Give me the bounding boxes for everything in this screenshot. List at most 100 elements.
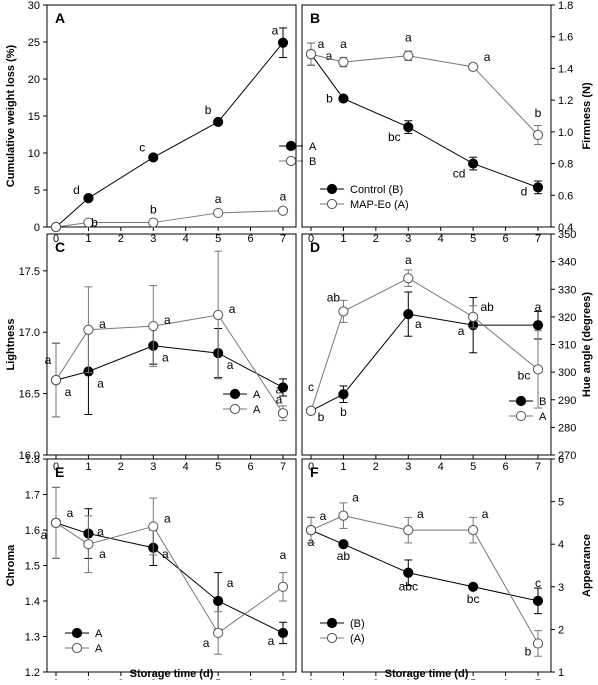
- panel-label: E: [55, 464, 64, 480]
- y-tick-label: 0: [34, 222, 40, 234]
- y-tick-label: 3: [558, 582, 564, 594]
- data-point: [468, 311, 479, 322]
- data-label: d: [521, 184, 528, 198]
- data-point: [403, 525, 414, 536]
- legend: (B) (A): [320, 617, 365, 645]
- legend-marker: [285, 155, 297, 167]
- data-point: [213, 309, 224, 321]
- data-label: a: [415, 317, 422, 331]
- series-line: [310, 53, 539, 188]
- data-label: a: [405, 31, 412, 45]
- plot-frame: [46, 458, 297, 673]
- panel-f: F0 1 2 3 4 5 6 7 1 2 3 4 5 6 Appearance Storage time (d…: [301, 454, 593, 685]
- data-point: [532, 320, 544, 331]
- data-point: [305, 405, 317, 416]
- legend-label: MAP-Eo (A): [350, 199, 409, 211]
- data-point: [532, 595, 544, 606]
- data-label: a: [417, 507, 424, 521]
- data-point: [338, 93, 349, 104]
- legend-marker: [71, 627, 83, 639]
- data-label: c: [535, 576, 541, 590]
- legend-label: A: [95, 643, 103, 655]
- data-label: c: [308, 380, 314, 394]
- x-tick-label: 4: [183, 233, 189, 245]
- y-tick-label: 1.5: [25, 561, 40, 573]
- data-label: a: [97, 377, 104, 391]
- y-axis-label: Appearance: [581, 534, 593, 597]
- data-label: a: [99, 547, 106, 561]
- data-point: [403, 309, 414, 320]
- data-label: b: [340, 405, 347, 419]
- x-tick-label: 4: [183, 461, 189, 473]
- data-label: a: [482, 507, 489, 521]
- data-label: ab: [327, 290, 341, 304]
- data-label: abc: [399, 580, 418, 594]
- plot-frame: [301, 4, 552, 228]
- data-point: [50, 517, 62, 529]
- data-point: [403, 273, 414, 284]
- data-point: [277, 382, 289, 393]
- plot-frame: [301, 233, 552, 456]
- data-label: b: [326, 92, 333, 106]
- panel-c: C0 1 2 3 4 5 6 716.016.517.017.5Lightnessaaaaaa…: [5, 233, 297, 473]
- x-tick-label: 1: [85, 233, 91, 245]
- y-tick-label: 1.0: [558, 127, 573, 139]
- data-point: [403, 122, 414, 133]
- y-tick-label: 1.4: [558, 63, 573, 75]
- data-point: [83, 539, 94, 550]
- x-tick-label: 5: [215, 461, 221, 473]
- x-tick-label: 5: [470, 233, 476, 245]
- data-point: [305, 525, 317, 536]
- data-point: [213, 116, 224, 128]
- y-tick-label: 280: [558, 422, 576, 434]
- y-tick-label: 30: [28, 0, 40, 12]
- panel-label: F: [310, 464, 319, 480]
- data-label: a: [229, 302, 236, 316]
- data-point: [468, 525, 479, 536]
- data-label: b: [535, 106, 542, 120]
- legend: BA: [509, 395, 547, 423]
- y-tick-label: 16.5: [19, 389, 40, 401]
- legend-marker: [229, 403, 241, 415]
- y-axis-label: Firmness (N): [581, 82, 593, 150]
- data-point: [277, 205, 289, 216]
- legend-label: A: [253, 404, 261, 416]
- legend-label: A: [95, 628, 103, 640]
- data-label: d: [73, 183, 80, 197]
- x-tick-label: 2: [373, 461, 379, 473]
- y-tick-label: 270: [558, 450, 576, 462]
- data-point: [403, 567, 414, 578]
- data-label: a: [41, 528, 48, 542]
- legend-marker: [71, 642, 83, 654]
- data-label: a: [203, 636, 210, 650]
- y-tick-label: 310: [558, 340, 576, 352]
- legend-label: (A): [350, 633, 365, 645]
- data-point: [338, 389, 349, 400]
- legend-marker: [285, 140, 297, 152]
- data-point: [338, 539, 349, 550]
- panel-b: B 0 1 2 3 4 5 6 7 0.4 0.6 0.8 1.0 1.2 1.4 1.6 1.8 Firmnes…: [301, 0, 593, 245]
- y-tick-label: 1.2: [25, 667, 40, 679]
- data-point: [277, 37, 289, 48]
- data-label: a: [326, 49, 333, 63]
- legend: AA: [223, 388, 261, 416]
- data-point: [338, 56, 349, 68]
- y-tick-label: 10: [28, 148, 40, 160]
- data-point: [148, 217, 159, 228]
- data-point: [148, 152, 159, 163]
- data-point: [403, 50, 414, 61]
- data-point: [468, 158, 479, 169]
- x-tick-label: 1: [340, 461, 346, 473]
- x-tick-label: 7: [280, 461, 286, 473]
- panel-label: A: [55, 10, 65, 26]
- legend-label: A: [253, 389, 261, 401]
- data-point: [277, 408, 289, 419]
- panel-label: B: [310, 10, 320, 26]
- x-tick-label: 3: [405, 461, 411, 473]
- y-tick-label: 1.6: [25, 525, 40, 537]
- y-tick-label: 6: [558, 454, 564, 466]
- x-tick-label: 1: [85, 461, 91, 473]
- data-label: a: [280, 548, 287, 562]
